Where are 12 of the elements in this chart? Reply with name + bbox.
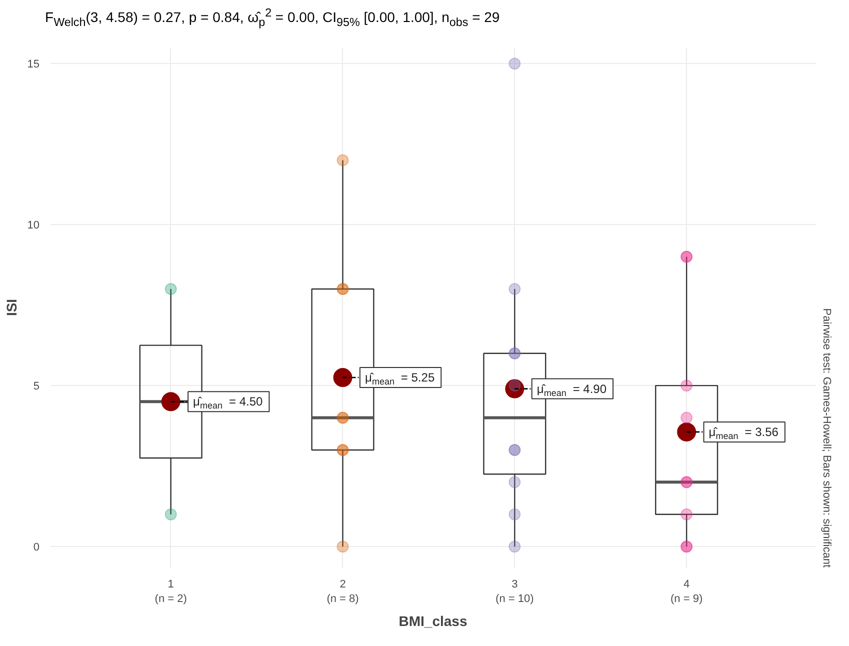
y-tick-label: 15	[27, 58, 40, 71]
x-tick-label: 3 (n = 10)	[496, 578, 534, 605]
x-axis-title: BMI_class	[398, 612, 468, 629]
y-tick-label: 10	[27, 220, 40, 232]
x-tick-label: 2 (n = 8)	[326, 578, 359, 605]
chart-title: F$_{Welch}$(3, 4.58) = 0.27, p = 0.84, ω̂$_{p}$$^{2}$ = 0.00, CI$_{95%}$ [0.00, 1.00], n$_{obs}$ = 29	[45, 6, 500, 28]
x-tick-label: 1 (n = 2)	[154, 578, 187, 605]
y-tick-label: 5	[33, 380, 40, 393]
y-axis-title: ISI	[3, 298, 20, 316]
text: Pairwise test: Games-Howell; Bars shown: significant	[820, 308, 832, 568]
y-tick-label: 0	[33, 542, 40, 554]
x-tick-label: 4 (n = 9)	[670, 578, 703, 605]
